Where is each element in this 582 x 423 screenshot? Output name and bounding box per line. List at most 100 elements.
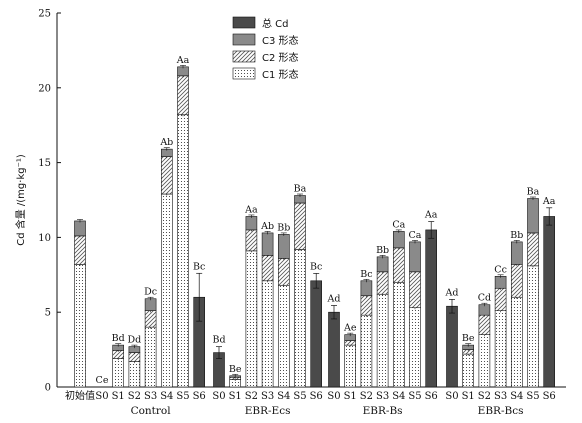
bar-control-s2-segment-c1 (128, 361, 141, 388)
bar-ebr-ecs-s4-segment-c2 (277, 258, 290, 286)
bar-ebr-ecs-s3-segment-c3 (261, 232, 274, 256)
y-tick-label: 10 (38, 233, 51, 244)
x-tick-label: S5 (408, 391, 421, 402)
x-tick-label: S4 (510, 391, 523, 402)
legend-swatch-c2 (232, 50, 256, 63)
x-tick-label: S0 (212, 391, 225, 402)
bar-ebr-ecs-s4-segment-c3 (277, 234, 290, 259)
y-tick-label: 15 (38, 158, 51, 169)
significance-label: Ae (343, 323, 357, 334)
bar-ebr-bs-s4-segment-c3 (392, 231, 405, 249)
x-tick-label: S4 (392, 391, 405, 402)
group-label: EBR-Bcs (478, 405, 524, 417)
significance-label: Aa (424, 210, 438, 221)
legend-swatch-c3 (232, 33, 256, 46)
bar-ebr-bcs-s1-segment-c1 (462, 353, 475, 388)
bar-control-s3-segment-c2 (144, 310, 157, 328)
legend-swatch-c1 (232, 67, 256, 80)
significance-label: Bb (510, 230, 523, 241)
bar-ebr-bcs-s0-segment-total (446, 305, 458, 388)
bar-ebr-bcs-s6-segment-total (543, 216, 556, 388)
x-tick-label: S1 (462, 391, 475, 402)
x-tick-label: S6 (425, 391, 438, 402)
legend-label-total: 总 Cd (262, 17, 289, 30)
x-tick-label: S6 (310, 391, 323, 402)
x-tick-label: S0 (445, 391, 458, 402)
bar-ebr-bcs-s3-segment-c3 (494, 275, 507, 289)
initial-bar-segment-c2 (74, 235, 86, 265)
significance-label: Ca (392, 219, 405, 230)
bar-control-s1-segment-c1 (112, 358, 124, 388)
significance-label: Be (229, 364, 242, 375)
y-tick-label: 20 (38, 83, 51, 94)
bar-ebr-bs-s1-segment-c1 (344, 344, 357, 388)
x-tick-label-initial: 初始值 (65, 389, 95, 402)
bar-ebr-bs-s4-segment-c1 (392, 281, 405, 388)
bar-ebr-bs-s2-segment-c3 (360, 280, 373, 297)
bar-ebr-bs-s5-segment-c1 (409, 307, 421, 388)
significance-label: Bd (112, 333, 125, 344)
bar-ebr-ecs-s5-segment-c1 (294, 249, 306, 388)
bar-control-s5-segment-c2 (177, 75, 189, 116)
y-tick-label: 0 (45, 383, 51, 394)
legend-label-c2: C2 形态 (262, 51, 299, 64)
significance-label: Ab (260, 221, 274, 232)
bar-ebr-bcs-s5-segment-c1 (527, 265, 539, 388)
significance-label: Cd (478, 293, 491, 304)
initial-bar-segment-c3 (74, 220, 86, 237)
x-tick-label: S3 (494, 391, 507, 402)
significance-label: Cc (494, 264, 507, 275)
bar-ebr-ecs-s4-segment-c1 (277, 284, 290, 388)
x-tick-label: S6 (543, 391, 556, 402)
bar-ebr-bs-s0-segment-total (328, 311, 340, 388)
bar-control-s4-segment-c2 (161, 156, 173, 195)
bar-ebr-bs-s5-segment-c2 (409, 271, 421, 309)
bar-control-s3-segment-c3 (144, 298, 157, 312)
significance-label: Bb (376, 245, 389, 256)
significance-label: Be (462, 333, 475, 344)
group-label: EBR-Bs (363, 405, 403, 417)
bar-ebr-bcs-s5-segment-c2 (527, 232, 539, 267)
bar-ebr-bs-s2-segment-c1 (360, 314, 373, 388)
significance-label: Bc (193, 261, 205, 272)
bar-ebr-bs-s3-segment-c2 (376, 271, 389, 295)
x-tick-label: S2 (128, 391, 141, 402)
x-tick-label: S6 (193, 391, 206, 402)
bar-control-s3-segment-c1 (144, 326, 157, 388)
bar-ebr-bs-s4-segment-c2 (392, 247, 405, 283)
bar-ebr-ecs-s2-segment-c3 (245, 216, 258, 231)
significance-label: Bc (310, 261, 322, 272)
x-tick-label: S2 (478, 391, 491, 402)
bar-control-s4-segment-c1 (161, 193, 173, 388)
legend-label-c3: C3 形态 (262, 34, 299, 47)
x-tick-label: S0 (95, 391, 108, 402)
x-tick-label: S2 (245, 391, 258, 402)
x-tick-label: S3 (261, 391, 274, 402)
bar-ebr-bcs-s5-segment-c3 (527, 198, 539, 234)
bar-ebr-bs-s6-segment-total (425, 229, 438, 388)
x-tick-label: S1 (229, 391, 242, 402)
x-tick-label: S5 (176, 391, 189, 402)
x-tick-label: S2 (360, 391, 373, 402)
y-tick-label: 25 (38, 9, 51, 20)
x-tick-label: S0 (327, 391, 340, 402)
significance-label: Dd (128, 335, 142, 346)
bar-control-s5-segment-c1 (177, 114, 189, 388)
x-tick-label: S5 (293, 391, 306, 402)
bar-ebr-ecs-s3-segment-c2 (261, 255, 274, 282)
significance-label: Ce (96, 375, 109, 386)
bar-ebr-bcs-s2-segment-c1 (478, 334, 491, 388)
significance-label: Ad (445, 287, 459, 298)
significance-label: Ba (527, 187, 540, 198)
bar-ebr-ecs-s6-segment-total (310, 280, 323, 388)
x-tick-label: S5 (526, 391, 539, 402)
x-tick-label: S4 (160, 391, 173, 402)
legend-swatch-total (232, 16, 256, 29)
significance-label: Dc (144, 287, 157, 298)
bar-ebr-bs-s3-segment-c3 (376, 256, 389, 273)
x-tick-label: S1 (344, 391, 357, 402)
bar-ebr-bcs-s4-segment-c1 (510, 296, 523, 388)
legend-label-c1: C1 形态 (262, 68, 299, 81)
